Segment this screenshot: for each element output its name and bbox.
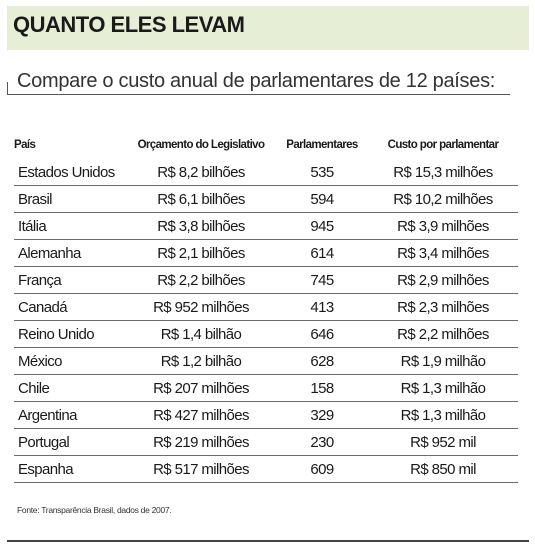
cell-country: Brasil: [14, 185, 126, 213]
table-row: França R$ 2,2 bilhões 745 R$ 2,9 milhões: [14, 266, 518, 294]
header-country: País: [14, 132, 126, 159]
cell-country: Chile: [14, 374, 126, 402]
cell-budget: R$ 207 milhões: [126, 374, 276, 402]
cell-cost: R$ 3,4 milhões: [368, 239, 518, 267]
header-budget: Orçamento do Legislativo: [126, 132, 276, 159]
subtitle: Compare o custo anual de parlamentares d…: [17, 70, 496, 92]
title-band: [7, 6, 529, 50]
cell-parliamentarians: 594: [276, 185, 368, 213]
cell-budget: R$ 8,2 bilhões: [126, 158, 276, 186]
cell-country: México: [14, 347, 126, 375]
source-note: Fonte: Transparência Brasil, dados de 20…: [17, 505, 172, 515]
table-row: Brasil R$ 6,1 bilhões 594 R$ 10,2 milhões: [14, 185, 518, 213]
cell-country: Estados Unidos: [14, 158, 126, 186]
cell-parliamentarians: 745: [276, 266, 368, 294]
subtitle-rule: [7, 94, 510, 95]
cell-country: Canadá: [14, 293, 126, 321]
cell-parliamentarians: 614: [276, 239, 368, 267]
cell-parliamentarians: 609: [276, 455, 368, 483]
cell-cost: R$ 10,2 milhões: [368, 185, 518, 213]
cell-parliamentarians: 535: [276, 158, 368, 186]
cell-cost: R$ 952 mil: [368, 428, 518, 456]
cell-budget: R$ 2,2 bilhões: [126, 266, 276, 294]
table-row: Argentina R$ 427 milhões 329 R$ 1,3 milhão: [14, 401, 518, 429]
cell-country: Portugal: [14, 428, 126, 456]
cell-budget: R$ 952 milhões: [126, 293, 276, 321]
cell-cost: R$ 15,3 milhões: [368, 158, 518, 186]
cell-parliamentarians: 646: [276, 320, 368, 348]
cell-parliamentarians: 329: [276, 401, 368, 429]
cell-cost: R$ 1,9 milhão: [368, 347, 518, 375]
cell-budget: R$ 517 milhões: [126, 455, 276, 483]
header-cost: Custo por parlamentar: [368, 132, 518, 159]
table-row: Canadá R$ 952 milhões 413 R$ 2,3 milhões: [14, 293, 518, 321]
cell-cost: R$ 2,2 milhões: [368, 320, 518, 348]
cell-country: Itália: [14, 212, 126, 240]
subtitle-rule-tick: [7, 82, 8, 95]
table-row: Chile R$ 207 milhões 158 R$ 1,3 milhão: [14, 374, 518, 402]
table-header-row: País Orçamento do Legislativo Parlamenta…: [14, 132, 518, 159]
cell-cost: R$ 1,3 milhão: [368, 401, 518, 429]
cost-table: País Orçamento do Legislativo Parlamenta…: [14, 132, 518, 483]
table-row: Espanha R$ 517 milhões 609 R$ 850 mil: [14, 455, 518, 483]
cell-parliamentarians: 945: [276, 212, 368, 240]
cell-cost: R$ 1,3 milhão: [368, 374, 518, 402]
cell-country: França: [14, 266, 126, 294]
page-title: QUANTO ELES LEVAM: [13, 12, 245, 37]
bottom-rule: [7, 540, 529, 542]
table-row: Portugal R$ 219 milhões 230 R$ 952 mil: [14, 428, 518, 456]
table-row: Estados Unidos R$ 8,2 bilhões 535 R$ 15,3 m…: [14, 158, 518, 186]
cell-budget: R$ 3,8 bilhões: [126, 212, 276, 240]
cell-country: Alemanha: [14, 239, 126, 267]
cell-budget: R$ 427 milhões: [126, 401, 276, 429]
cell-parliamentarians: 230: [276, 428, 368, 456]
table-body: Estados Unidos R$ 8,2 bilhões 535 R$ 15,3 m…: [14, 158, 518, 483]
cell-cost: R$ 2,9 milhões: [368, 266, 518, 294]
header-parliamentarians: Parlamentares: [276, 132, 368, 159]
cell-budget: R$ 2,1 bilhões: [126, 239, 276, 267]
cell-budget: R$ 219 milhões: [126, 428, 276, 456]
table-row: Reino Unido R$ 1,4 bilhão 646 R$ 2,2 milhõe…: [14, 320, 518, 348]
cell-parliamentarians: 628: [276, 347, 368, 375]
cell-budget: R$ 1,2 bilhão: [126, 347, 276, 375]
cell-parliamentarians: 158: [276, 374, 368, 402]
table-row: Alemanha R$ 2,1 bilhões 614 R$ 3,4 milhões: [14, 239, 518, 267]
cell-budget: R$ 6,1 bilhões: [126, 185, 276, 213]
cell-budget: R$ 1,4 bilhão: [126, 320, 276, 348]
cell-country: Reino Unido: [14, 320, 126, 348]
cell-cost: R$ 3,9 milhões: [368, 212, 518, 240]
cell-parliamentarians: 413: [276, 293, 368, 321]
cell-country: Argentina: [14, 401, 126, 429]
table-row: Itália R$ 3,8 bilhões 945 R$ 3,9 milhões: [14, 212, 518, 240]
cell-cost: R$ 850 mil: [368, 455, 518, 483]
table-row: México R$ 1,2 bilhão 628 R$ 1,9 milhão: [14, 347, 518, 375]
cell-cost: R$ 2,3 milhões: [368, 293, 518, 321]
cell-country: Espanha: [14, 455, 126, 483]
